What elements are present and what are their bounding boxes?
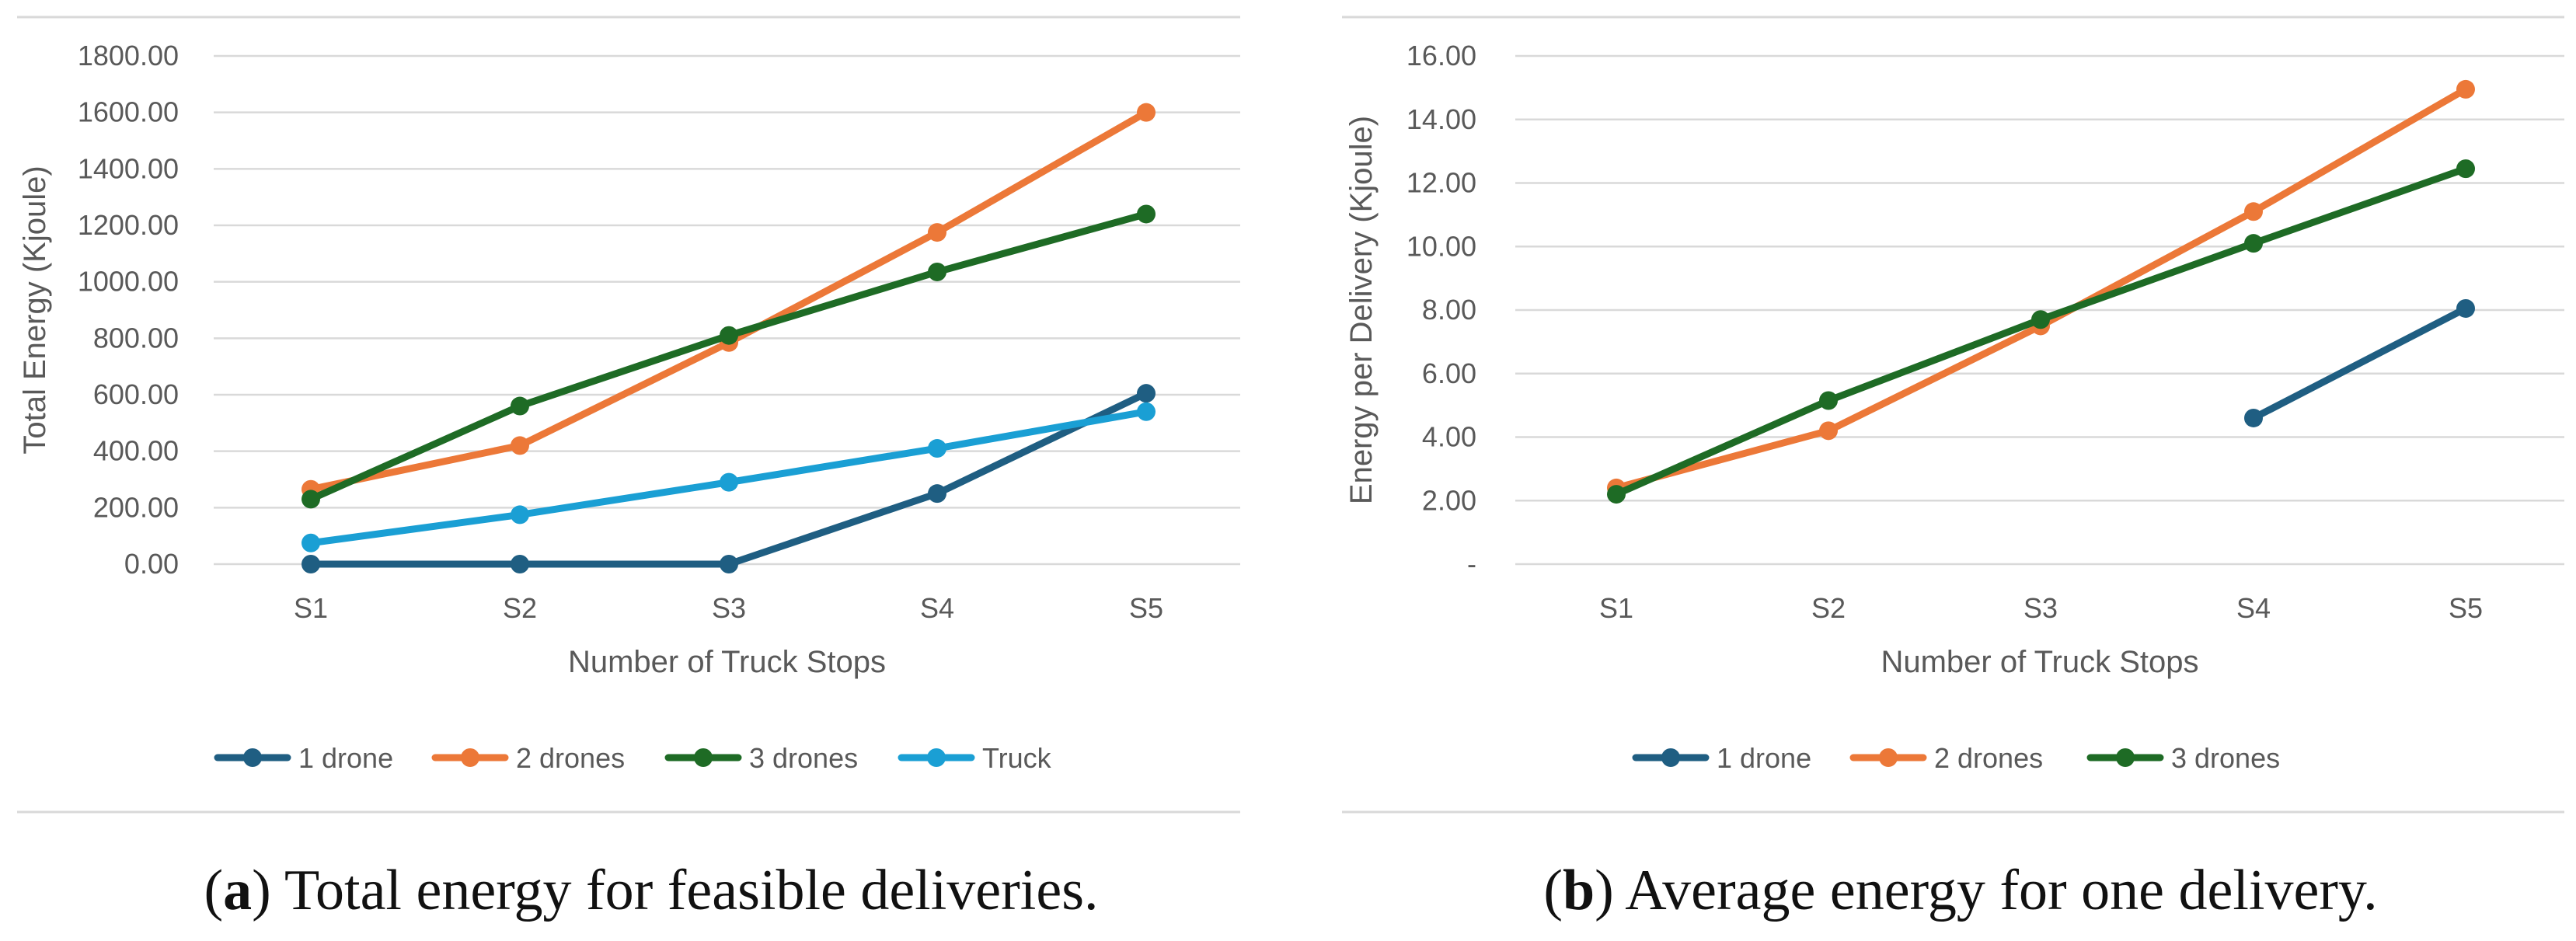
x-tick-label: S2 xyxy=(1811,592,1846,624)
series-Truck xyxy=(302,402,1156,552)
legend-label: 1 drone xyxy=(298,742,393,774)
x-tick-label: S1 xyxy=(294,592,328,624)
series-1-drone xyxy=(302,384,1156,573)
data-point xyxy=(1137,402,1156,421)
x-tick-label: S3 xyxy=(712,592,746,624)
x-tick-label: S5 xyxy=(2449,592,2483,624)
y-tick-label: 200.00 xyxy=(93,491,179,523)
series-1-drone xyxy=(2244,298,2475,427)
legend-label: 2 drones xyxy=(1934,742,2043,774)
legend-label: 3 drones xyxy=(2171,742,2280,774)
data-point xyxy=(302,490,320,509)
legend-marker xyxy=(2116,748,2135,767)
data-point xyxy=(1137,204,1156,224)
data-point xyxy=(2244,408,2263,427)
y-tick-label: 14.00 xyxy=(1407,103,1476,135)
y-tick-label: 10.00 xyxy=(1407,230,1476,262)
data-point xyxy=(2244,234,2263,253)
y-axis-title: Energy per Delivery (Kjoule) xyxy=(1344,116,1379,504)
data-point xyxy=(2456,298,2475,318)
caption-a: (a) Total energy for feasible deliveries… xyxy=(204,859,1099,922)
series-line xyxy=(2250,305,2470,422)
series-2-drones xyxy=(302,103,1156,499)
y-axis-title: Total Energy (Kjoule) xyxy=(18,166,52,454)
y-tick-label: 400.00 xyxy=(93,435,179,467)
data-point xyxy=(928,439,946,458)
data-point xyxy=(720,472,738,492)
legend-label: 3 drones xyxy=(749,742,858,774)
legend-entry: Truck xyxy=(898,742,1052,774)
data-point xyxy=(2456,79,2475,99)
legend-marker xyxy=(694,748,713,767)
data-point xyxy=(2244,202,2263,221)
y-tick-label: 1600.00 xyxy=(78,96,179,128)
data-point xyxy=(928,223,946,242)
x-tick-label: S5 xyxy=(1129,592,1163,624)
legend-marker xyxy=(243,748,262,767)
y-tick-label: 0.00 xyxy=(124,548,179,580)
legend-label: Truck xyxy=(982,742,1052,774)
data-point xyxy=(720,555,738,573)
y-tick-label: 8.00 xyxy=(1422,294,1476,326)
data-point xyxy=(928,262,946,281)
y-tick-label: 1400.00 xyxy=(78,152,179,184)
data-point xyxy=(302,555,320,573)
data-point xyxy=(511,555,529,573)
legend-marker xyxy=(1661,748,1680,767)
data-point xyxy=(511,396,529,416)
legend-marker xyxy=(461,748,479,767)
x-tick-label: S4 xyxy=(920,592,954,624)
data-point xyxy=(511,505,529,525)
legend-marker xyxy=(927,748,946,767)
data-point xyxy=(1819,421,1838,441)
data-point xyxy=(1819,391,1838,410)
data-point xyxy=(302,533,320,552)
y-tick-label: - xyxy=(1467,548,1476,580)
series-3-drones xyxy=(302,204,1156,509)
data-point xyxy=(720,326,738,345)
x-tick-label: S2 xyxy=(503,592,537,624)
caption-b: (b) Average energy for one delivery. xyxy=(1543,859,2377,922)
data-point xyxy=(2031,310,2050,329)
y-tick-label: 1000.00 xyxy=(78,266,179,298)
x-axis-title: Number of Truck Stops xyxy=(1881,645,2198,679)
legend-entry: 3 drones xyxy=(2086,742,2280,774)
data-point xyxy=(511,436,529,455)
y-tick-label: 2.00 xyxy=(1422,484,1476,516)
y-tick-label: 4.00 xyxy=(1422,421,1476,453)
data-point xyxy=(2456,159,2475,179)
data-point xyxy=(1137,103,1156,122)
y-tick-label: 1200.00 xyxy=(78,209,179,241)
series-2-drones xyxy=(1607,79,2475,497)
y-tick-label: 6.00 xyxy=(1422,357,1476,389)
y-tick-label: 16.00 xyxy=(1407,40,1476,71)
x-tick-label: S3 xyxy=(2024,592,2058,624)
x-tick-label: S1 xyxy=(1599,592,1633,624)
legend-marker xyxy=(1879,748,1898,767)
legend-entry: 1 drone xyxy=(1632,742,1811,774)
data-point xyxy=(1607,485,1626,504)
data-point xyxy=(928,484,946,504)
legend-entry: 2 drones xyxy=(431,742,625,774)
y-tick-label: 800.00 xyxy=(93,322,179,354)
y-tick-label: 12.00 xyxy=(1407,167,1476,199)
legend-label: 2 drones xyxy=(516,742,625,774)
y-tick-label: 600.00 xyxy=(93,378,179,410)
legend-label: 1 drone xyxy=(1717,742,1811,774)
x-axis-title: Number of Truck Stops xyxy=(568,645,886,679)
series-line xyxy=(1612,85,2470,492)
y-tick-label: 1800.00 xyxy=(78,40,179,71)
legend-entry: 1 drone xyxy=(214,742,393,774)
chart-energy-per-delivery: - 2.00 4.00 6.00 8.00 10.00 12.00 14.00 16.00 S1 S… xyxy=(1342,16,2564,814)
legend-entry: 2 drones xyxy=(1849,742,2043,774)
x-tick-label: S4 xyxy=(2236,592,2271,624)
data-point xyxy=(1137,384,1156,403)
series-3-drones xyxy=(1607,159,2475,504)
legend-entry: 3 drones xyxy=(664,742,858,774)
chart-total-energy: 0.00 200.00 400.00 600.00 800.00 1000.00 1200.… xyxy=(17,16,1240,814)
